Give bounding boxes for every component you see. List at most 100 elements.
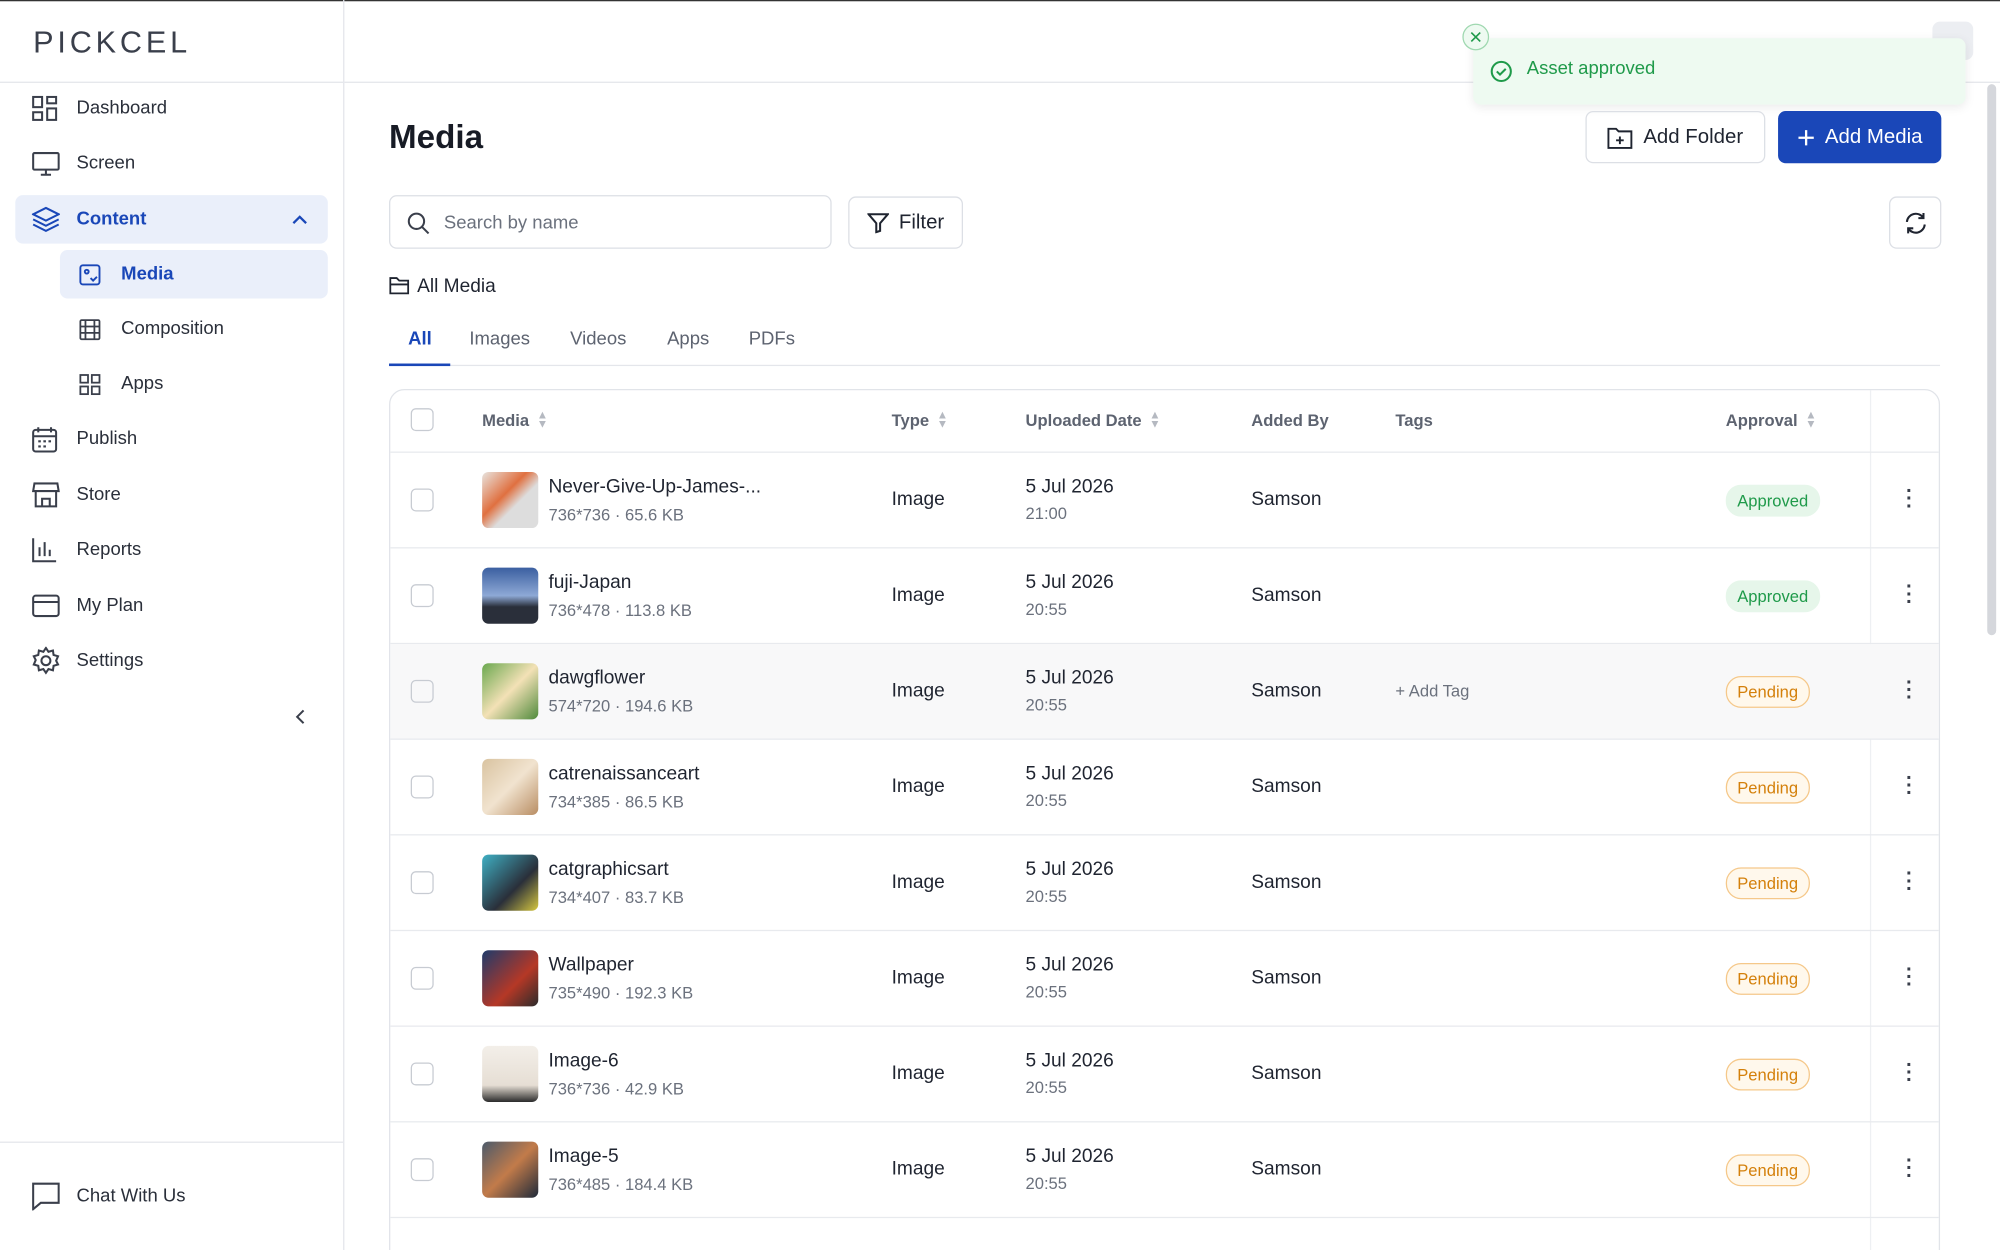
nav-item[interactable]: Composition [0, 305, 343, 353]
column-header[interactable]: Approval [1725, 410, 1798, 430]
row-menu[interactable]: · · · [1906, 1054, 1913, 1092]
search-box[interactable]: Search by name [389, 195, 832, 249]
filter-button[interactable]: Filter [848, 196, 964, 249]
row-menu[interactable]: · · · [1906, 959, 1913, 997]
divider [390, 738, 1939, 740]
checkbox[interactable] [410, 1158, 434, 1182]
scrollbar[interactable] [1987, 84, 1997, 636]
top-edge [0, 0, 2000, 2]
checkbox[interactable] [410, 966, 434, 990]
column-header[interactable]: Type [891, 410, 930, 430]
nav-label: Media [121, 264, 174, 285]
media-name[interactable]: Never-Give-Up-James-... [548, 475, 762, 498]
added-by: Samson [1251, 584, 1322, 606]
column-header[interactable]: Media [482, 410, 530, 430]
added-by: Samson [1251, 1158, 1322, 1180]
checkbox[interactable] [410, 408, 434, 432]
media-name[interactable]: catgraphicsart [548, 858, 669, 881]
row-menu[interactable]: · · · [1906, 1150, 1913, 1188]
approval-badge[interactable]: Approved [1725, 484, 1820, 517]
divider [1869, 390, 1872, 1250]
nav-item[interactable]: Dashboard [0, 84, 343, 132]
thumbnail[interactable] [482, 1045, 539, 1103]
column-header[interactable]: Uploaded Date [1025, 410, 1142, 430]
row-hover [390, 644, 1939, 739]
nav-item[interactable]: Media [0, 250, 343, 298]
approval-badge[interactable]: Pending [1725, 1154, 1810, 1187]
thumbnail[interactable] [482, 567, 539, 624]
tab[interactable]: Videos [570, 329, 627, 350]
thumbnail[interactable] [482, 758, 539, 816]
added-by: Samson [1251, 871, 1322, 893]
approval-badge[interactable]: Pending [1725, 676, 1810, 708]
checkbox[interactable] [410, 679, 434, 703]
checkbox[interactable] [410, 488, 434, 512]
toast-close[interactable] [1462, 23, 1490, 51]
media-name[interactable]: catrenaissanceart [548, 762, 700, 785]
toast-message: Asset approved [1526, 58, 1656, 80]
thumbnail[interactable] [482, 1141, 539, 1198]
add-tag[interactable]: + Add Tag [1395, 681, 1470, 701]
chat-button[interactable]: Chat With Us [0, 1172, 343, 1220]
approval-badge[interactable]: Pending [1725, 867, 1810, 900]
nav-item[interactable]: Apps [0, 360, 343, 408]
nav-item[interactable]: Screen [0, 139, 343, 187]
approval-badge[interactable]: Approved [1725, 580, 1820, 613]
toast: Asset approved [1473, 38, 1966, 105]
divider [0, 81, 344, 83]
breadcrumb[interactable]: All Media [417, 275, 496, 298]
tab[interactable]: Images [469, 329, 531, 350]
approval-badge[interactable]: Pending [1725, 963, 1810, 995]
nav-label: Screen [76, 153, 136, 174]
media-name[interactable]: fuji-Japan [548, 571, 632, 594]
tab[interactable]: PDFs [748, 329, 795, 350]
logo[interactable]: PICKCEL [33, 25, 191, 60]
thumbnail[interactable] [482, 950, 539, 1007]
row-menu[interactable]: · · · [1906, 576, 1913, 614]
media-meta: 735*490 · 192.3 KB [548, 983, 694, 1003]
tab[interactable]: Apps [667, 329, 710, 350]
thumbnail[interactable] [482, 854, 539, 911]
add-folder-button[interactable]: Add Folder [1585, 110, 1766, 164]
row-menu[interactable]: · · · [1906, 480, 1913, 518]
tab[interactable]: All [408, 329, 432, 350]
add-media-button[interactable]: Add Media [1778, 110, 1942, 164]
media-meta: 734*407 · 83.7 KB [548, 887, 684, 907]
row-menu[interactable]: · · · [1906, 863, 1913, 901]
divider [390, 642, 1939, 645]
approval-badge[interactable]: Pending [1725, 1058, 1810, 1091]
collapse-button[interactable] [295, 709, 305, 724]
media-name[interactable]: Image-5 [548, 1145, 619, 1168]
nav-item[interactable]: Content [0, 195, 343, 243]
thumbnail[interactable] [482, 471, 539, 529]
added-by: Samson [1251, 775, 1322, 798]
type: Image [891, 1062, 945, 1085]
added-by: Samson [1251, 1062, 1322, 1085]
checkbox[interactable] [410, 871, 434, 895]
media-name[interactable]: Wallpaper [548, 954, 634, 976]
approval-badge[interactable]: Pending [1725, 771, 1810, 804]
nav-item[interactable]: Publish [0, 415, 343, 463]
checkbox[interactable] [410, 584, 434, 608]
checkbox[interactable] [410, 1062, 434, 1086]
nav-item[interactable]: Settings [0, 636, 343, 684]
column-header: Added By [1251, 410, 1329, 430]
refresh-button[interactable] [1889, 196, 1942, 249]
media-name[interactable]: Image-6 [548, 1049, 619, 1072]
chat-label: Chat With Us [76, 1186, 186, 1207]
nav-label: Dashboard [76, 98, 168, 119]
media-name[interactable]: dawgflower [548, 667, 646, 689]
nav-label: Settings [76, 650, 144, 671]
row-menu[interactable]: · · · [1906, 767, 1913, 805]
nav-item[interactable]: My Plan [0, 582, 343, 630]
divider [390, 451, 1939, 453]
row-menu[interactable]: · · · [1906, 672, 1913, 710]
thumbnail[interactable] [482, 663, 539, 720]
divider [0, 1141, 344, 1143]
checkbox[interactable] [410, 775, 434, 799]
nav-active-bg [15, 195, 328, 244]
nav-item[interactable]: Store [0, 471, 343, 519]
nav-item[interactable]: Reports [0, 526, 343, 574]
time: 20:55 [1025, 886, 1068, 906]
